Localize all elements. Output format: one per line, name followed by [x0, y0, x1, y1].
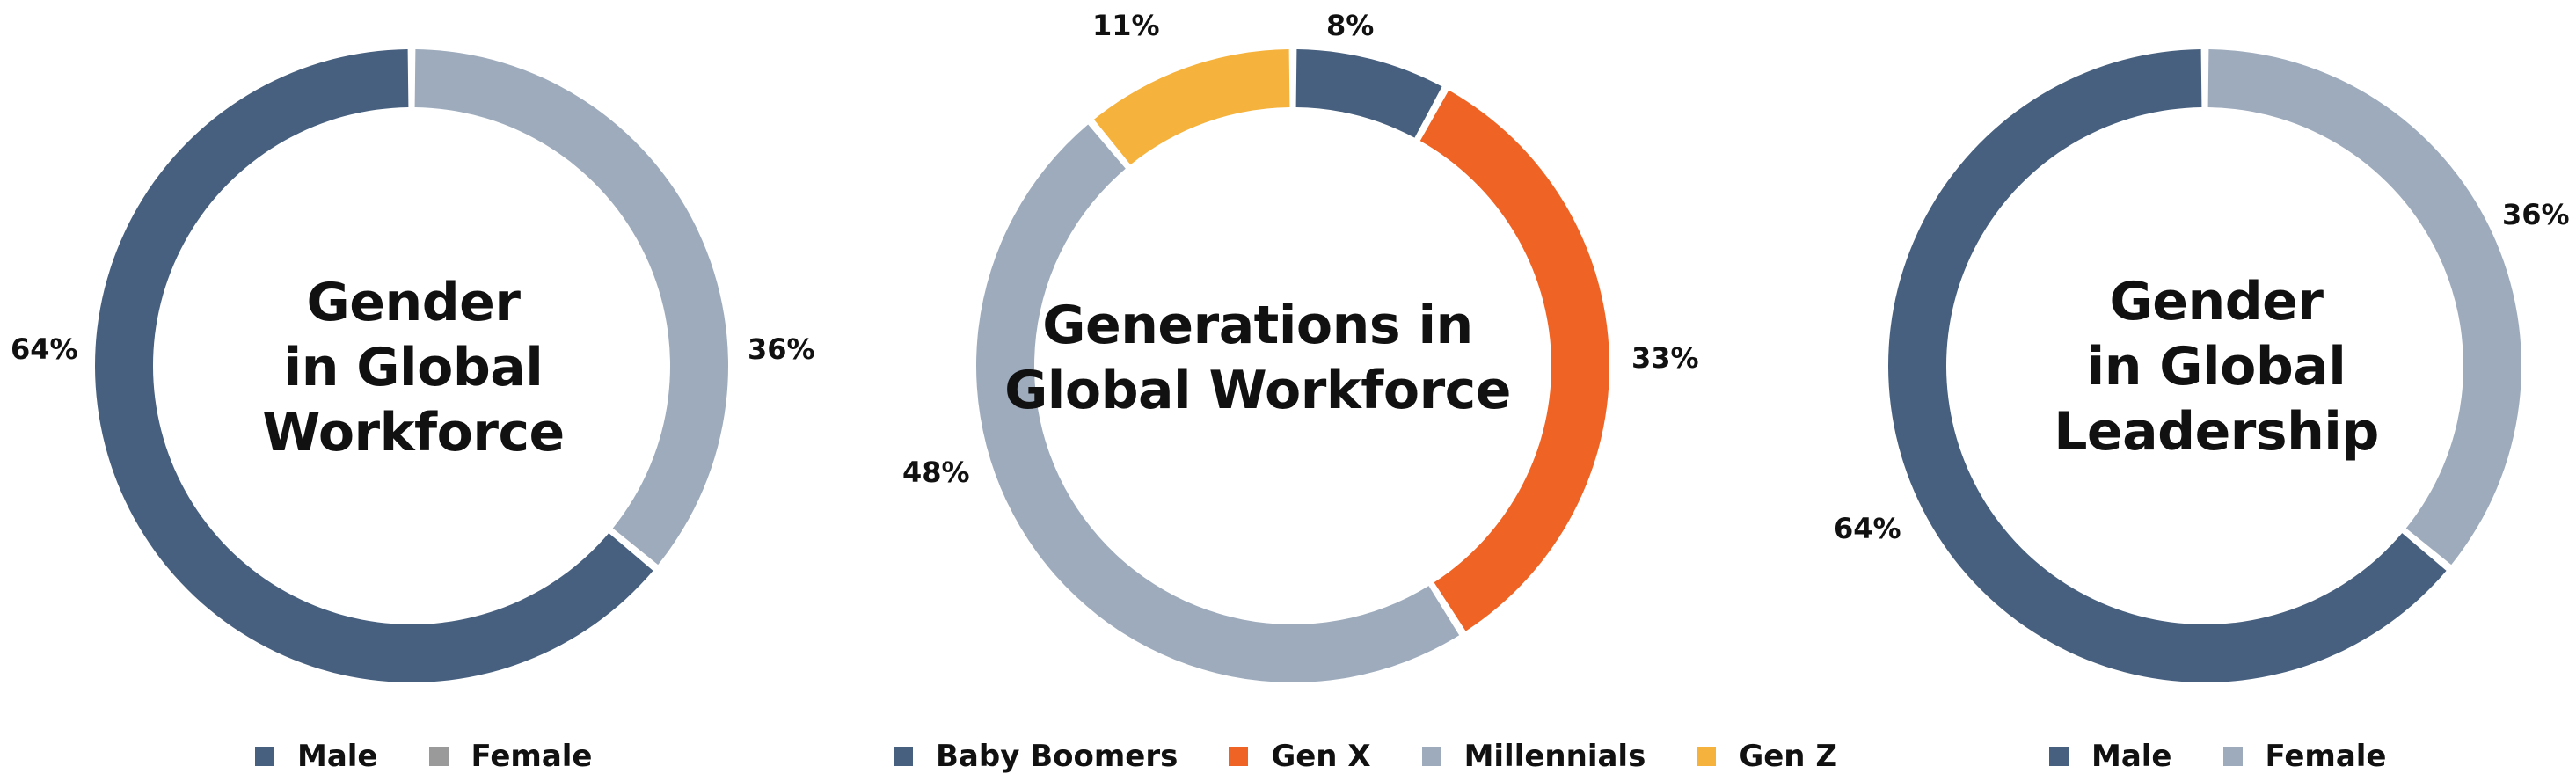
donut-segment-male: [1888, 49, 2447, 683]
legend-swatch-male: [255, 747, 274, 766]
donut-segment-gen-x: [1419, 90, 1609, 631]
donut-segment-millennials: [975, 124, 1460, 683]
legend-label: Male: [297, 739, 378, 774]
legend: Male Female: [2049, 739, 2387, 774]
pct-label-baby-boomers: 8%: [1326, 9, 1374, 42]
legend-swatch-baby-boomers: [894, 747, 913, 766]
legend-label: Baby Boomers: [936, 739, 1179, 774]
legend: Baby Boomers Gen X Millennials Gen Z: [894, 739, 1837, 774]
pct-label-gen-z: 11%: [1092, 9, 1160, 42]
gender-leadership-donut: 36% 64%: [1834, 49, 2570, 683]
legend-label: Female: [2265, 739, 2387, 774]
legend-item-male: Male: [255, 739, 378, 774]
legend-item-gen-z: Gen Z: [1697, 739, 1837, 774]
gender-workforce-chart: 64% 36% Gender in Global Workforce Male …: [0, 0, 827, 781]
legend-swatch-gen-x: [1229, 747, 1249, 766]
pct-label-female: 36%: [2502, 198, 2570, 231]
legend-label: Female: [471, 739, 593, 774]
legend-item-baby-boomers: Baby Boomers: [894, 739, 1178, 774]
chart-title-line: Workforce: [262, 402, 565, 463]
legend-item-millennials: Millennials: [1421, 739, 1646, 774]
legend-swatch-millennials: [1421, 747, 1441, 766]
pct-label-millennials: 48%: [902, 456, 970, 489]
legend-swatch-male: [2049, 747, 2069, 766]
chart-title-line: Global Workforce: [1004, 360, 1511, 421]
legend-item-male: Male: [2049, 739, 2172, 774]
chart-title-line: Gender: [306, 272, 521, 333]
gender-workforce-donut: 64% 36%: [11, 49, 815, 683]
pct-label-gen-x: 33%: [1631, 341, 1699, 375]
pct-label-female: 36%: [748, 332, 815, 366]
generations-workforce-chart: 8% 33% 48% 11% Generations in Global Wor…: [844, 0, 1837, 781]
chart-title-line: Leadership: [2054, 401, 2379, 463]
legend-item-female: Female: [2222, 739, 2387, 774]
legend-label: Gen Z: [1739, 739, 1837, 774]
pct-label-male: 64%: [1834, 512, 1901, 545]
legend-item-female: Female: [428, 739, 593, 774]
legend-swatch-female: [2222, 747, 2243, 766]
chart-title-line: Generations in: [1042, 295, 1473, 356]
pct-label-male: 64%: [11, 332, 78, 366]
donut-segment-female: [2207, 49, 2521, 566]
legend-item-gen-x: Gen X: [1229, 739, 1371, 774]
donut-segment-female: [414, 49, 728, 566]
chart-title: Generations in Global Workforce: [976, 293, 1539, 423]
legend-label: Gen X: [1271, 739, 1371, 774]
chart-title-line: in Global: [283, 337, 544, 398]
donut-segment-baby-boomers: [1295, 49, 1442, 138]
legend-swatch-gen-z: [1697, 747, 1717, 766]
legend: Male Female: [255, 739, 593, 774]
chart-title-line: Gender: [2109, 271, 2324, 332]
donut-segment-gen-z: [1093, 49, 1290, 165]
gender-leadership-chart: 36% 64% Gender in Global Leadership Male…: [1759, 0, 2576, 781]
donut-segment-male: [94, 49, 653, 683]
chart-title: Gender in Global Leadership: [2023, 269, 2410, 464]
chart-title-line: in Global: [2086, 336, 2346, 398]
legend-label: Male: [2091, 739, 2172, 774]
legend-label: Millennials: [1463, 739, 1646, 774]
generations-workforce-donut: 8% 33% 48% 11%: [902, 9, 1699, 683]
legend-swatch-female: [428, 747, 449, 766]
chart-title: Gender in Global Workforce: [211, 270, 616, 465]
